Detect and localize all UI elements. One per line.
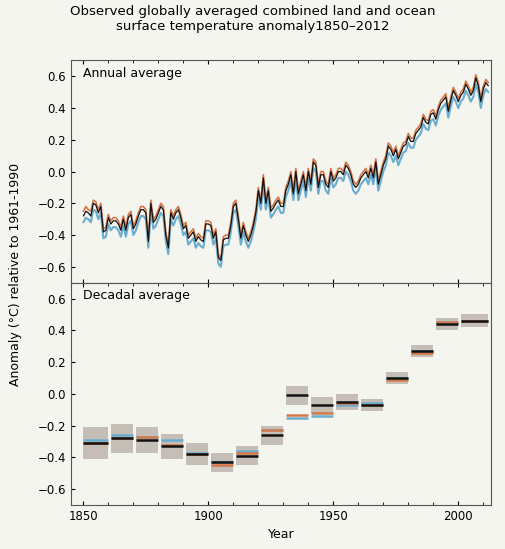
Text: Observed globally averaged combined land and ocean
surface temperature anomaly18: Observed globally averaged combined land… bbox=[70, 5, 435, 33]
Bar bbox=[310, 397, 333, 413]
Bar bbox=[135, 427, 158, 453]
Bar bbox=[83, 427, 108, 459]
Bar bbox=[335, 394, 358, 410]
Bar bbox=[111, 424, 133, 453]
Bar bbox=[161, 434, 183, 459]
X-axis label: Year: Year bbox=[267, 529, 293, 541]
Text: Decadal average: Decadal average bbox=[83, 289, 190, 302]
Bar bbox=[235, 446, 258, 466]
Bar bbox=[260, 425, 283, 445]
Text: Annual average: Annual average bbox=[83, 67, 182, 80]
Bar bbox=[385, 372, 408, 384]
Bar bbox=[185, 443, 208, 466]
Bar bbox=[410, 345, 432, 357]
Bar bbox=[211, 453, 233, 472]
Text: Anomaly (°C) relative to 1961-1990: Anomaly (°C) relative to 1961-1990 bbox=[9, 163, 22, 386]
Bar bbox=[435, 318, 458, 330]
Bar bbox=[285, 386, 308, 405]
Bar bbox=[360, 399, 383, 411]
Bar bbox=[460, 315, 487, 327]
